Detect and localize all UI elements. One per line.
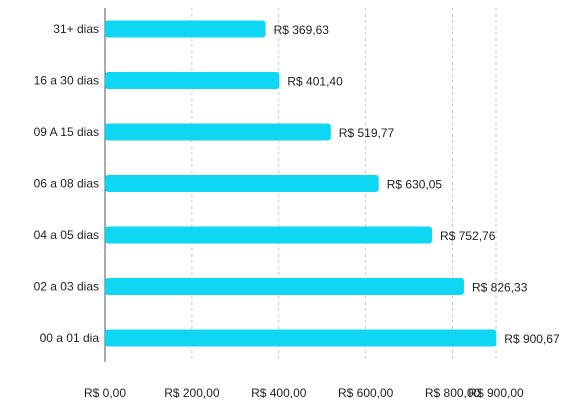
- bar: [105, 329, 497, 347]
- bars-group: [105, 20, 497, 347]
- value-label: R$ 401,40: [287, 75, 343, 89]
- category-label: 31+ dias: [53, 22, 99, 36]
- x-tick-label: R$ 400,00: [251, 386, 307, 400]
- value-labels: R$ 369,63 R$ 401,40 R$ 519,77 R$ 630,05 R$ 7…: [274, 23, 560, 346]
- x-tick-label: R$ 600,00: [338, 386, 394, 400]
- bar: [105, 278, 464, 295]
- value-label: R$ 900,67: [504, 332, 560, 346]
- category-label: 04 a 05 dias: [34, 228, 99, 242]
- category-label: 09 A 15 dias: [34, 125, 99, 139]
- category-label: 06 a 08 dias: [34, 177, 99, 191]
- value-label: R$ 826,33: [472, 281, 528, 295]
- x-tick-label: R$ 0,00: [84, 386, 126, 400]
- x-tick-label: R$ 900,00: [468, 386, 524, 400]
- category-labels: 31+ dias 16 a 30 dias 09 A 15 dias 06 a 08 …: [34, 22, 100, 345]
- bar: [105, 175, 379, 192]
- value-label: R$ 630,05: [387, 178, 443, 192]
- bar: [105, 123, 331, 141]
- bar: [105, 226, 433, 244]
- x-tick-labels: R$ 0,00 R$ 200,00 R$ 400,00 R$ 600,00 R$ 800…: [84, 386, 524, 400]
- category-label: 00 a 01 dia: [40, 331, 100, 345]
- value-label: R$ 752,76: [440, 229, 496, 243]
- x-tick-label: R$ 800,00: [425, 386, 481, 400]
- bar: [105, 20, 266, 38]
- value-label: R$ 369,63: [274, 23, 330, 37]
- x-tick-label: R$ 200,00: [164, 386, 220, 400]
- bar: [105, 72, 280, 89]
- category-label: 16 a 30 dias: [34, 74, 99, 88]
- category-label: 02 a 03 dias: [34, 280, 99, 294]
- value-label: R$ 519,77: [339, 126, 395, 140]
